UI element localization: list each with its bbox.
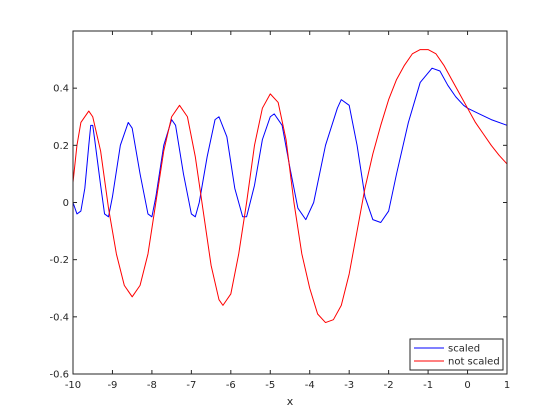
x-tick-label: -5	[265, 380, 275, 391]
series-line-not-scaled	[72, 49, 508, 324]
y-tick-label: -0.6	[49, 370, 69, 381]
x-tick-label: -6	[226, 380, 236, 391]
x-axis-label: x	[287, 395, 294, 408]
x-tick-label: 0	[464, 380, 470, 391]
x-tick-label: -3	[344, 380, 354, 391]
plot-area	[73, 31, 507, 374]
y-axis: -0.6 -0.4 -0.2 0 0.2 0.4	[49, 84, 507, 381]
x-tick-label: -4	[305, 380, 315, 391]
legend-box	[409, 338, 504, 371]
x-tick-label: -2	[384, 380, 394, 391]
y-tick-label: 0.4	[53, 84, 69, 95]
series-line-scaled	[72, 67, 508, 224]
x-tick-label: -9	[107, 380, 117, 391]
legend-label: not scaled	[448, 357, 500, 368]
x-tick-label: 1	[504, 380, 510, 391]
x-axis: -10 -9 -8 -7 -6 -5 -4 -3 -2 -1 0 1	[65, 31, 510, 391]
x-tick-label: -8	[147, 380, 157, 391]
x-tick-label: -10	[65, 380, 81, 391]
y-tick-label: -0.2	[49, 255, 69, 266]
y-tick-label: 0	[63, 198, 69, 209]
x-tick-label: -7	[186, 380, 196, 391]
x-tick-label: -1	[423, 380, 433, 391]
legend: scaled not scaled	[409, 338, 504, 371]
legend-label: scaled	[448, 344, 480, 355]
y-tick-label: 0.2	[53, 141, 69, 152]
y-tick-label: -0.4	[49, 312, 69, 323]
series-layer	[72, 49, 508, 324]
